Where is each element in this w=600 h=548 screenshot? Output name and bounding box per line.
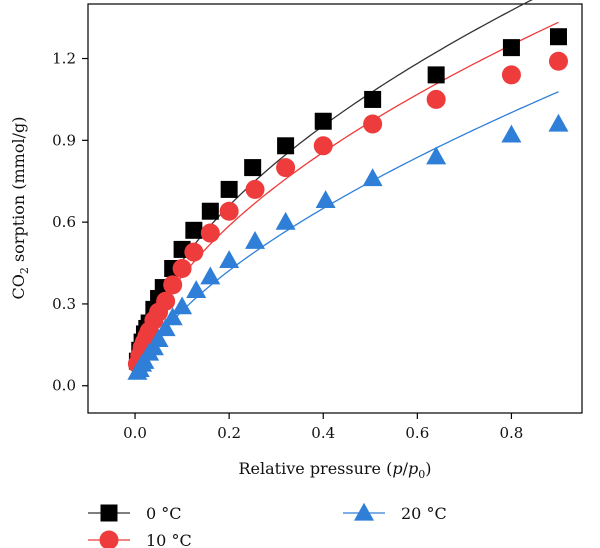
- legend-label: 20 °C: [401, 504, 447, 523]
- data-point-series-1: [502, 39, 520, 57]
- data-point-series-3: [155, 318, 176, 337]
- legend-marker: [100, 504, 118, 522]
- data-point-series-3: [426, 146, 447, 165]
- data-point-series-2: [184, 242, 204, 262]
- data-point-series-3: [200, 266, 221, 285]
- series-line-1: [136, 0, 533, 361]
- data-point-series-2: [548, 51, 568, 71]
- series-line-2: [136, 21, 559, 365]
- data-point-series-2: [219, 201, 239, 221]
- data-point-series-1: [185, 221, 203, 239]
- data-point-series-2: [200, 223, 220, 243]
- legend-marker: [99, 530, 119, 548]
- x-tick-label: 0.0: [123, 424, 147, 442]
- plot-frame: [87, 3, 583, 414]
- data-point-series-3: [315, 190, 336, 208]
- x-tick-label: 0.4: [311, 424, 335, 442]
- data-point-series-3: [548, 113, 569, 132]
- series-lines: [136, 0, 559, 375]
- x-axis-label: Relative pressure (p/p0): [239, 459, 432, 481]
- legend: 0 °C 10 °C 20 °C: [88, 502, 447, 548]
- data-point-series-1: [277, 137, 295, 155]
- y-axis-label: CO2 sorption (mmol/g): [9, 117, 31, 300]
- y-tick-label: 0.6: [52, 213, 76, 231]
- y-tick-label: 1.2: [52, 50, 76, 68]
- data-point-series-2: [156, 291, 176, 311]
- y-tick-label: 0.9: [52, 131, 76, 149]
- data-point-series-3: [186, 280, 207, 298]
- data-point-series-2: [363, 114, 383, 134]
- data-point-series-3: [219, 250, 240, 268]
- data-point-series-3: [245, 231, 266, 249]
- y-axis-ticks: 0.0 0.3 0.6 0.9 1.2: [52, 50, 88, 395]
- data-point-series-1: [549, 28, 567, 46]
- legend-label: 0 °C: [146, 504, 182, 523]
- data-point-series-1: [244, 159, 262, 177]
- data-point-series-1: [364, 90, 382, 108]
- data-point-series-2: [245, 179, 265, 199]
- x-tick-label: 0.2: [217, 424, 241, 442]
- x-axis-ticks: 0.0 0.2 0.4 0.6 0.8: [123, 413, 523, 442]
- data-point-series-3: [362, 168, 383, 187]
- data-point-series-3: [501, 124, 522, 143]
- data-point-series-1: [220, 180, 238, 198]
- data-point-series-3: [172, 296, 193, 315]
- data-point-series-2: [163, 275, 183, 295]
- y-tick-label: 0.3: [52, 295, 76, 313]
- data-point-series-1: [314, 112, 332, 130]
- legend-marker: [354, 502, 374, 521]
- data-point-series-3: [148, 329, 169, 348]
- legend-label: 10 °C: [146, 531, 192, 548]
- data-point-series-3: [162, 307, 183, 326]
- data-point-series-2: [313, 136, 333, 156]
- data-point-series-2: [172, 258, 192, 278]
- x-tick-label: 0.8: [499, 424, 523, 442]
- x-tick-label: 0.6: [405, 424, 429, 442]
- data-point-series-1: [427, 66, 445, 84]
- series-markers: [127, 28, 569, 380]
- data-point-series-2: [501, 65, 521, 85]
- y-tick-label: 0.0: [52, 377, 76, 395]
- data-point-series-3: [275, 211, 296, 230]
- data-point-series-2: [426, 89, 446, 109]
- data-point-series-2: [276, 158, 296, 178]
- data-point-series-1: [201, 202, 219, 220]
